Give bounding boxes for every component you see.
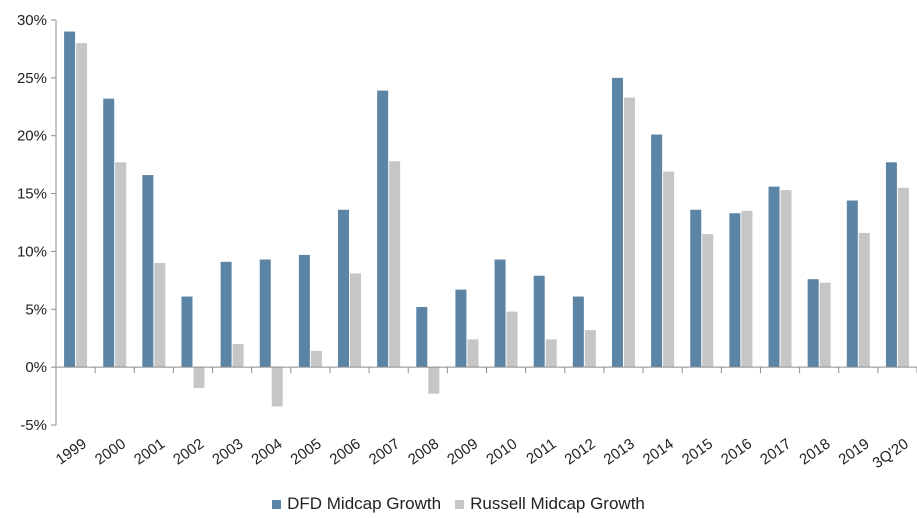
x-tick-label: 2002	[170, 435, 207, 468]
bar-dfd	[651, 134, 663, 368]
legend-label-russell: Russell Midcap Growth	[470, 494, 645, 513]
x-tick-label: 2001	[131, 435, 168, 468]
y-tick-label: 30%	[17, 12, 47, 29]
x-tick-label: 2006	[327, 435, 364, 468]
x-tick-label: 2009	[444, 435, 481, 468]
y-tick-label: -5%	[20, 417, 47, 434]
x-tick-label: 2013	[601, 435, 638, 468]
bar-russell	[780, 190, 792, 368]
x-tick-label: 2019	[835, 435, 872, 468]
legend-swatch-dfd	[272, 499, 282, 509]
bar-dfd	[64, 31, 76, 368]
x-axis: 1999 2000 2001 2002 2003 2004 2005 2006 2007 2008…	[53, 366, 917, 472]
y-tick-label: 25%	[17, 70, 47, 87]
bar-dfd	[259, 259, 271, 368]
bar-dfd	[729, 213, 741, 368]
x-tick-label: 2015	[679, 435, 716, 468]
x-tick-label: 2016	[718, 435, 755, 468]
bar-russell	[271, 367, 283, 407]
x-tick-label: 2008	[405, 435, 442, 468]
legend-label-dfd: DFD Midcap Growth	[287, 494, 442, 513]
legend-swatch-russell	[455, 499, 465, 509]
bar-russell	[506, 311, 518, 368]
bar-russell	[663, 171, 675, 368]
bars	[64, 31, 909, 407]
bar-russell	[428, 367, 440, 394]
x-tick-label: 1999	[53, 435, 90, 468]
bar-dfd	[220, 261, 232, 368]
x-tick-label: 2018	[796, 435, 833, 468]
bar-dfd	[885, 162, 897, 368]
bar-russell	[897, 187, 909, 368]
x-tick-label: 2010	[483, 435, 520, 468]
x-tick-label: 2004	[248, 435, 285, 468]
bar-dfd	[298, 254, 310, 368]
bar-russell	[545, 339, 557, 368]
x-tick-label: 2014	[640, 435, 677, 468]
bar-russell	[115, 162, 127, 368]
bar-russell	[389, 161, 401, 368]
y-axis: 30% 25% 20% 15% 10% 5% 0% -5%	[17, 12, 57, 434]
legend: DFD Midcap Growth Russell Midcap Growth	[0, 494, 917, 514]
bar-dfd	[807, 279, 819, 368]
bar-russell	[819, 282, 831, 368]
bar-russell	[623, 97, 635, 368]
x-tick-label: 2017	[757, 435, 794, 468]
x-tick-label: 2000	[92, 435, 129, 468]
bar-dfd	[338, 209, 350, 368]
y-tick-label: 0%	[25, 359, 47, 376]
bar-dfd	[533, 275, 545, 368]
bar-russell	[584, 330, 596, 368]
bar-dfd	[181, 296, 193, 368]
y-tick-label: 5%	[25, 301, 47, 318]
bar-dfd	[572, 296, 584, 368]
x-tick-label: 2005	[288, 435, 325, 468]
y-tick-label: 15%	[17, 186, 47, 203]
x-tick-label: 2011	[523, 435, 559, 467]
bar-russell	[350, 273, 362, 368]
bar-dfd	[377, 90, 389, 368]
x-tick-label: 3Q'20	[870, 435, 912, 472]
bar-russell	[193, 367, 205, 388]
bar-dfd	[768, 186, 780, 368]
bar-russell	[310, 350, 322, 368]
bar-russell	[467, 339, 479, 368]
bar-russell	[741, 210, 753, 368]
y-tick-label: 10%	[17, 243, 47, 260]
bar-russell	[702, 234, 714, 368]
bar-dfd	[416, 306, 428, 368]
x-tick-label: 2003	[209, 435, 246, 468]
bar-russell	[154, 263, 166, 368]
bar-dfd	[142, 175, 154, 368]
bar-russell	[858, 232, 870, 368]
x-tick-label: 2007	[366, 435, 403, 468]
bar-dfd	[611, 77, 623, 368]
bar-dfd	[494, 259, 506, 368]
bar-dfd	[455, 289, 467, 368]
legend-item-russell: Russell Midcap Growth	[455, 494, 645, 514]
bar-dfd	[690, 209, 702, 368]
bar-dfd	[103, 98, 115, 368]
legend-item-dfd: DFD Midcap Growth	[272, 494, 441, 514]
bar-dfd	[846, 200, 858, 368]
y-tick-label: 20%	[17, 128, 47, 145]
x-tick-label: 2012	[562, 435, 599, 468]
bar-chart: 30%25%20%15%10%5%0%-5% 1999 2000 2001 2002 2…	[17, 12, 917, 472]
bar-russell	[232, 344, 244, 368]
bar-russell	[76, 43, 88, 368]
